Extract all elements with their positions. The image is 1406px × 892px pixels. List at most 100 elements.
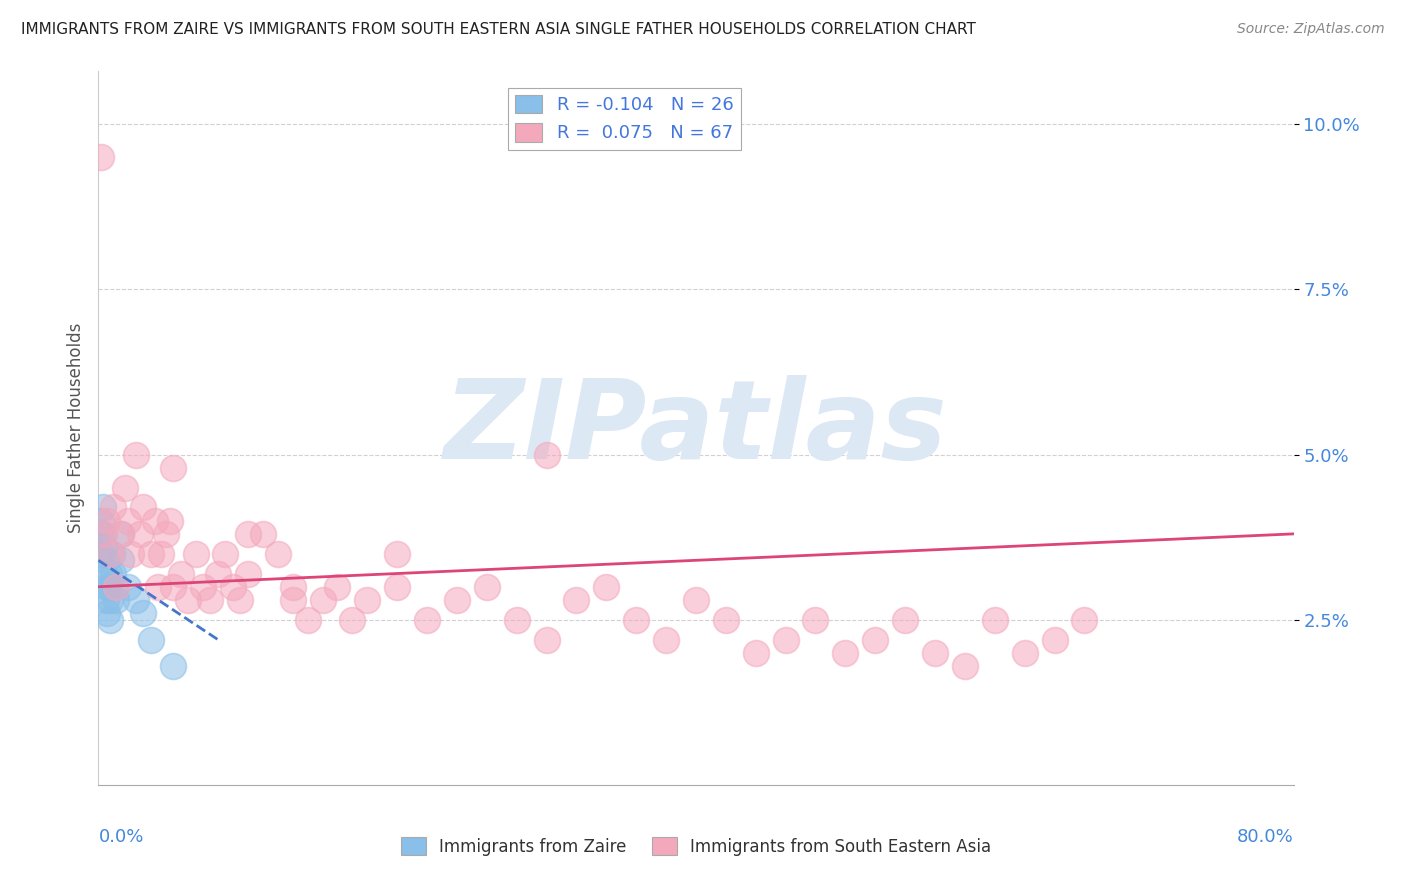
Point — [177, 593, 200, 607]
Point — [714, 613, 737, 627]
Point — [297, 613, 319, 627]
Point — [281, 593, 304, 607]
Point — [129, 527, 152, 541]
Text: 80.0%: 80.0% — [1237, 828, 1294, 846]
Point — [745, 646, 768, 660]
Point — [94, 553, 117, 567]
Point — [96, 514, 118, 528]
Point — [139, 547, 162, 561]
Point — [222, 580, 245, 594]
Point — [385, 580, 409, 594]
Point — [98, 613, 122, 627]
Point — [162, 659, 184, 673]
Point — [98, 593, 122, 607]
Point — [775, 632, 797, 647]
Point — [865, 632, 887, 647]
Point — [91, 500, 114, 515]
Point — [356, 593, 378, 607]
Point — [93, 566, 115, 581]
Point — [169, 566, 191, 581]
Point — [96, 606, 118, 620]
Legend: R = -0.104   N = 26, R =  0.075   N = 67: R = -0.104 N = 26, R = 0.075 N = 67 — [508, 87, 741, 150]
Point — [385, 547, 409, 561]
Point — [984, 613, 1007, 627]
Y-axis label: Single Father Households: Single Father Households — [66, 323, 84, 533]
Point — [536, 632, 558, 647]
Point — [207, 566, 229, 581]
Point — [595, 580, 617, 594]
Point — [94, 593, 117, 607]
Point — [342, 613, 364, 627]
Point — [114, 481, 136, 495]
Point — [155, 527, 177, 541]
Point — [281, 580, 304, 594]
Point — [475, 580, 498, 594]
Point — [132, 500, 155, 515]
Point — [200, 593, 222, 607]
Point — [91, 527, 114, 541]
Point — [148, 580, 170, 594]
Point — [143, 514, 166, 528]
Point — [252, 527, 274, 541]
Point — [236, 566, 259, 581]
Point — [139, 632, 162, 647]
Point — [89, 527, 111, 541]
Point — [125, 448, 148, 462]
Point — [565, 593, 588, 607]
Point — [311, 593, 333, 607]
Point — [103, 566, 125, 581]
Point — [1043, 632, 1066, 647]
Point — [90, 514, 112, 528]
Text: 0.0%: 0.0% — [98, 828, 143, 846]
Point — [104, 580, 127, 594]
Point — [159, 514, 181, 528]
Point — [1014, 646, 1036, 660]
Point — [117, 514, 139, 528]
Point — [229, 593, 252, 607]
Point — [90, 150, 112, 164]
Point — [120, 547, 142, 561]
Point — [125, 593, 148, 607]
Point — [96, 580, 118, 594]
Point — [326, 580, 349, 594]
Point — [446, 593, 468, 607]
Text: Source: ZipAtlas.com: Source: ZipAtlas.com — [1237, 22, 1385, 37]
Point — [184, 547, 207, 561]
Point — [103, 500, 125, 515]
Point — [536, 448, 558, 462]
Point — [924, 646, 946, 660]
Point — [110, 553, 132, 567]
Point — [685, 593, 707, 607]
Point — [105, 593, 128, 607]
Point — [97, 566, 120, 581]
Point — [506, 613, 529, 627]
Text: ZIPatlas: ZIPatlas — [444, 375, 948, 482]
Point — [214, 547, 236, 561]
Point — [236, 527, 259, 541]
Point — [191, 580, 214, 594]
Point — [1073, 613, 1095, 627]
Point — [894, 613, 917, 627]
Point — [101, 547, 124, 561]
Point — [90, 547, 112, 561]
Point — [110, 527, 132, 541]
Point — [93, 540, 115, 554]
Point — [132, 606, 155, 620]
Point — [110, 527, 132, 541]
Point — [162, 460, 184, 475]
Point — [626, 613, 648, 627]
Point — [93, 527, 115, 541]
Point — [117, 580, 139, 594]
Point — [162, 580, 184, 594]
Point — [804, 613, 827, 627]
Text: IMMIGRANTS FROM ZAIRE VS IMMIGRANTS FROM SOUTH EASTERN ASIA SINGLE FATHER HOUSEH: IMMIGRANTS FROM ZAIRE VS IMMIGRANTS FROM… — [21, 22, 976, 37]
Point — [150, 547, 173, 561]
Point — [105, 580, 128, 594]
Point — [655, 632, 678, 647]
Point — [953, 659, 976, 673]
Point — [416, 613, 439, 627]
Point — [98, 547, 122, 561]
Point — [267, 547, 290, 561]
Point — [834, 646, 856, 660]
Point — [97, 580, 120, 594]
